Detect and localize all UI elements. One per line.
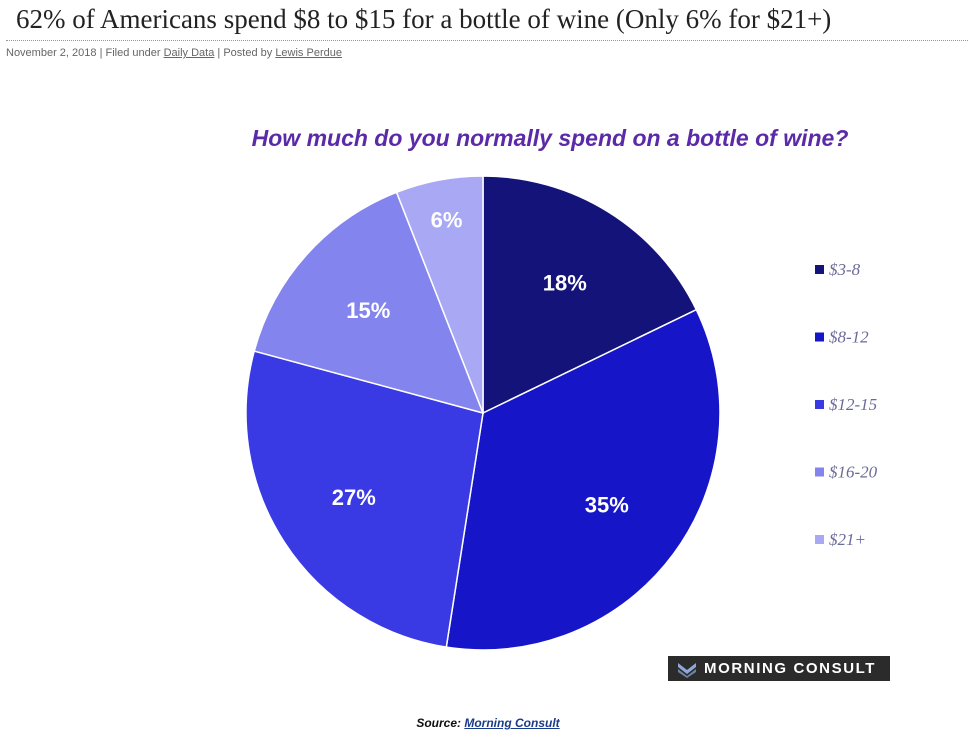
legend-swatch: [815, 535, 824, 544]
meta-separator: |: [217, 47, 221, 59]
pie-slice: [445, 308, 721, 651]
pie-slices: [245, 175, 721, 651]
post-meta: November 2, 2018 | Filed under Daily Dat…: [6, 47, 342, 59]
legend-label: $8-12: [829, 328, 869, 347]
legend-swatch: [815, 332, 824, 342]
meta-separator: |: [99, 47, 103, 59]
pie-slice: [245, 350, 484, 648]
post-date: November 2, 2018: [6, 47, 97, 59]
slice-value-label: 27%: [332, 485, 376, 510]
posted-by-prefix: Posted by: [223, 47, 273, 59]
legend-swatch: [815, 265, 824, 274]
legend-label: $16-20: [829, 463, 878, 482]
chart-legend: $3-8 $8-12 $12-15 $16-20 $21+: [815, 260, 878, 549]
title-divider: [6, 40, 968, 41]
slice-value-label: 15%: [346, 298, 390, 323]
brand-name: MORNING CONSULT: [704, 660, 877, 677]
category-link[interactable]: Daily Data: [163, 47, 215, 59]
chart-title: How much do you normally spend on a bott…: [252, 125, 849, 151]
pie-slice: [395, 175, 484, 414]
slice-labels: 18% 35% 27% 15% 6%: [332, 208, 629, 518]
legend-swatch: [815, 400, 824, 409]
post-title: 62% of Americans spend $8 to $15 for a b…: [16, 4, 832, 34]
source-line: Source: Morning Consult: [0, 716, 976, 730]
slice-value-label: 18%: [543, 271, 587, 296]
legend-label: $21+: [829, 530, 866, 549]
legend-label: $12-15: [829, 395, 877, 414]
slice-value-label: 35%: [585, 493, 629, 518]
slice-value-label: 6%: [431, 208, 463, 233]
legend-swatch: [815, 467, 824, 477]
author-link[interactable]: Lewis Perdue: [275, 47, 342, 59]
source-label: Source:: [416, 716, 461, 730]
filed-under-prefix: Filed under: [105, 47, 161, 59]
morning-consult-logo: MORNING CONSULT: [668, 656, 890, 681]
pie-slice: [253, 191, 485, 415]
legend-label: $3-8: [829, 260, 861, 279]
chevron-logo-icon: [678, 662, 696, 678]
source-link[interactable]: Morning Consult: [464, 716, 560, 730]
pie-slice: [482, 175, 698, 415]
